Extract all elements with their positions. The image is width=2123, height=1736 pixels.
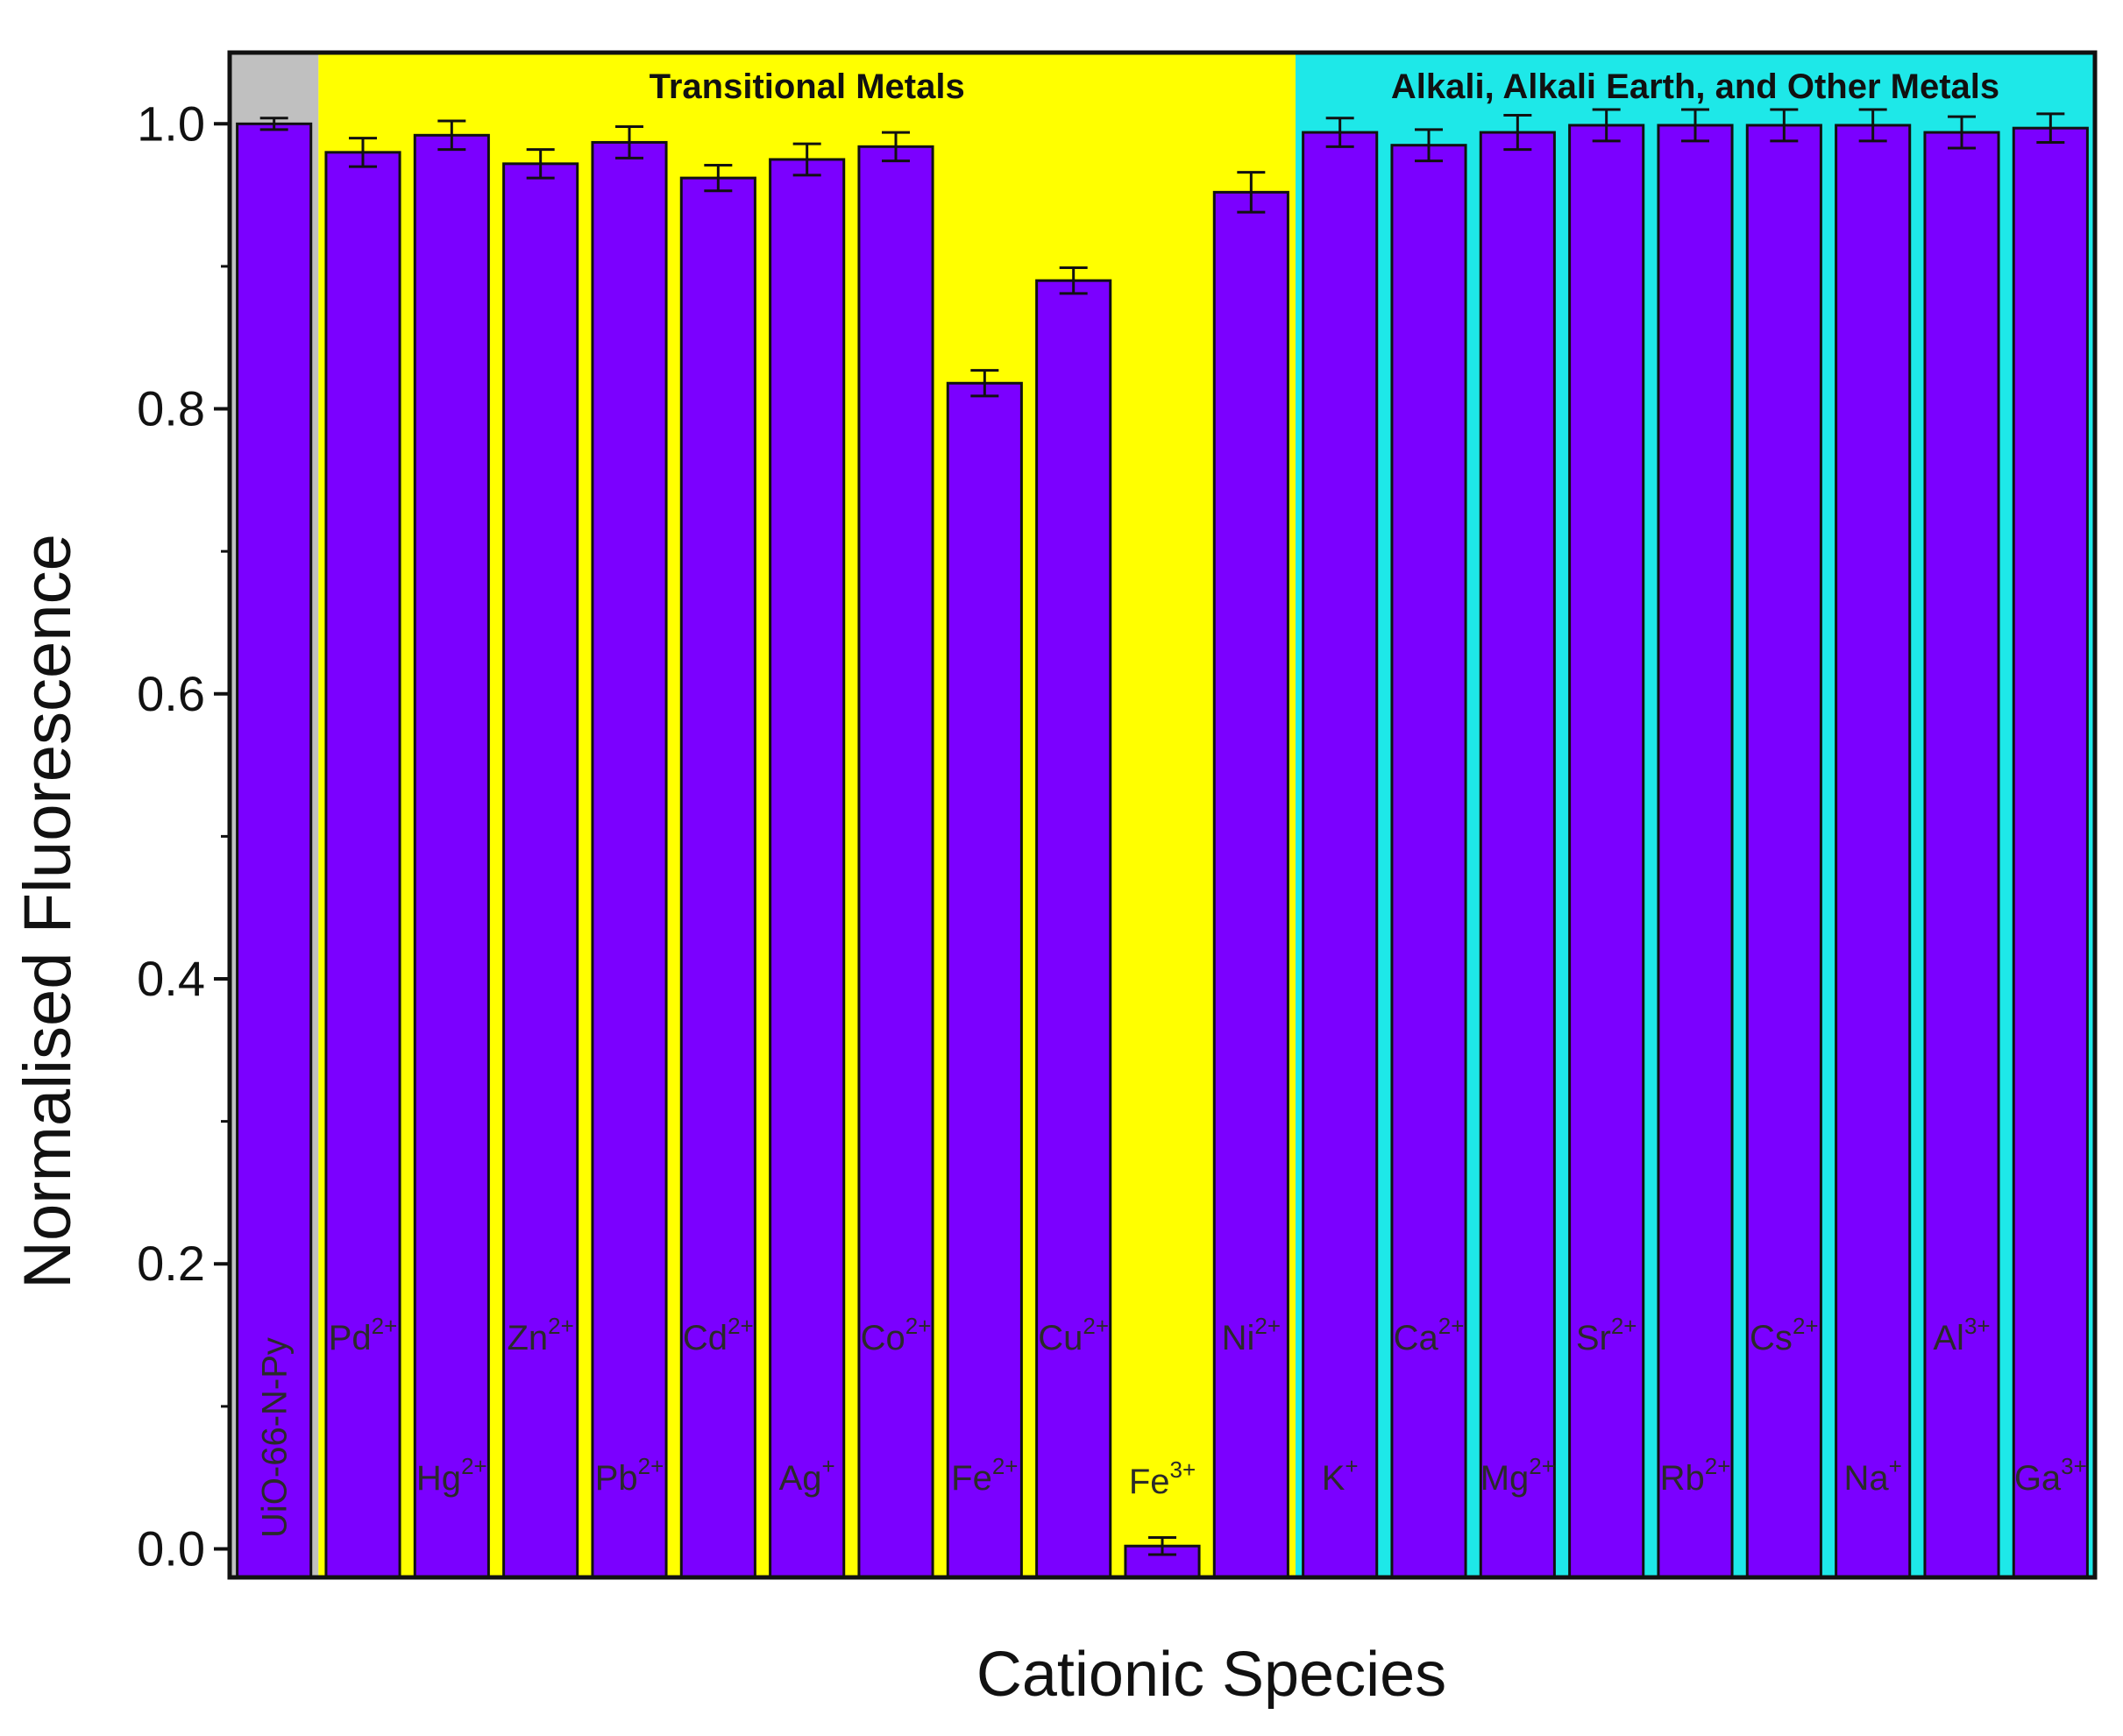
bar-8	[946, 381, 1023, 1579]
bar-label-20: Ga3+	[2014, 1453, 2087, 1498]
region-labels: Transitional Metals Alkali, Alkali Earth,…	[650, 67, 2000, 106]
bar-labels: UiO-66-N-Py Pd2+ Hg2+ Zn2+ Pb2+ Cd2+ Ag+ Co2+ Fe…	[256, 1313, 2087, 1538]
error-bars	[259, 108, 2065, 1556]
bar-label-7: Co2+	[861, 1313, 932, 1357]
bar-label-12: K+	[1322, 1453, 1359, 1498]
bar-19	[1923, 131, 2000, 1579]
bar-7	[857, 145, 934, 1579]
region-label-other: Alkali, Alkali Earth, and Other Metals	[1391, 67, 1999, 106]
bar-label-5: Cd2+	[683, 1313, 754, 1357]
bar-15	[1568, 124, 1645, 1579]
bar-label-4: Pb2+	[595, 1453, 664, 1498]
bar-label-11: Ni2+	[1222, 1313, 1281, 1357]
x-axis-title: Cationic Species	[976, 1640, 1446, 1710]
bar-label-8: Fe2+	[951, 1453, 1018, 1498]
bar-11	[1212, 190, 1289, 1579]
y-tick-label-0: 0.0	[137, 1520, 205, 1576]
bar-label-16: Rb2+	[1660, 1453, 1731, 1498]
bars	[236, 122, 2089, 1579]
bar-label-1: Pd2+	[329, 1313, 398, 1357]
bar-label-14: Mg2+	[1480, 1453, 1555, 1498]
bar-17	[1745, 124, 1822, 1579]
y-tick-label-2: 0.4	[137, 951, 205, 1006]
y-axis-title: Normalised Fluorescence	[11, 534, 85, 1289]
bar-20	[2012, 126, 2089, 1579]
bar-18	[1835, 124, 1912, 1579]
bar-0	[236, 122, 313, 1579]
bar-5	[679, 176, 756, 1579]
bar-12	[1302, 131, 1379, 1579]
bar-3	[502, 162, 579, 1579]
bar-label-13: Ca2+	[1394, 1313, 1465, 1357]
y-ticks: 0.0 0.2 0.4 0.6 0.8 1.0	[137, 96, 230, 1576]
bar-13	[1390, 144, 1467, 1579]
y-tick-label-4: 0.8	[137, 381, 205, 436]
y-tick-label-5: 1.0	[137, 96, 205, 151]
bar-label-19: Al3+	[1933, 1313, 1990, 1357]
bar-14	[1479, 131, 1556, 1579]
bar-16	[1657, 124, 1734, 1579]
axes	[227, 50, 2098, 1580]
region-label-transition: Transitional Metals	[650, 67, 965, 106]
bar-1	[324, 151, 401, 1579]
y-tick-label-3: 0.6	[137, 666, 205, 721]
bar-label-15: Sr2+	[1576, 1313, 1637, 1357]
bar-4	[591, 140, 668, 1579]
bar-label-18: Na+	[1844, 1453, 1902, 1498]
bar-label-6: Ag+	[779, 1453, 835, 1498]
bar-label-3: Zn2+	[507, 1313, 573, 1357]
bar-6	[769, 158, 846, 1579]
bar-label-2: Hg2+	[416, 1453, 487, 1498]
bar-label-17: Cs2+	[1750, 1313, 1819, 1357]
bar-9	[1035, 279, 1112, 1579]
bar-label-9: Cu2+	[1038, 1313, 1109, 1357]
plot-frame	[227, 50, 2098, 1580]
bar-2	[413, 133, 490, 1579]
bar-label-0: UiO-66-N-Py	[256, 1337, 295, 1538]
bar-label-10: Fe3+	[1129, 1456, 1196, 1501]
y-tick-label-1: 0.2	[137, 1236, 205, 1291]
